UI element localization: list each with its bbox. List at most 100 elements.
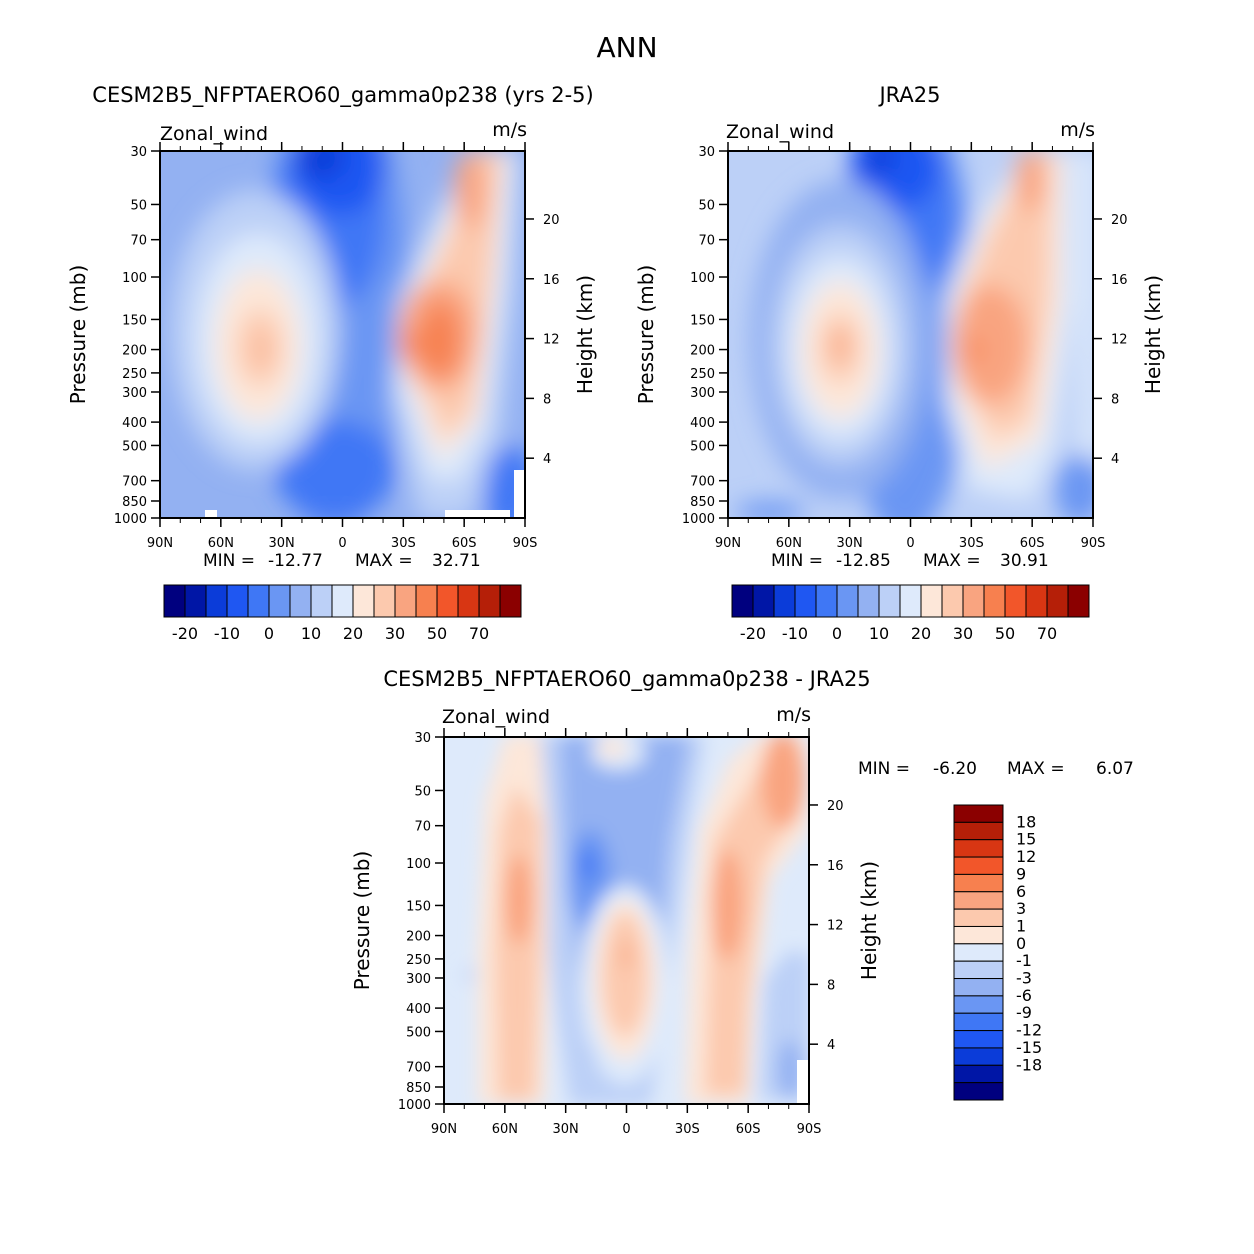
colorbar-label: 70: [1037, 624, 1057, 643]
y-tick-label: 150: [690, 313, 715, 328]
right-tick-label: 4: [543, 452, 551, 467]
y-tick-label: 200: [406, 930, 431, 945]
colorbar-box: [953, 1012, 1004, 1032]
colorbar-box: [953, 839, 1004, 858]
axes: 305070100150200250300400500700850100090N…: [66, 142, 597, 551]
colorbar-label: 70: [469, 624, 489, 643]
colorbar-box: [899, 584, 922, 618]
right-tick-label: 4: [827, 1038, 835, 1053]
y-tick-label: 500: [406, 1025, 431, 1040]
colorbar-label: 20: [343, 624, 363, 643]
polar-band: [1080, 151, 1093, 518]
equatorial-positive: [603, 913, 647, 1037]
colorbar-box: [731, 584, 754, 618]
colorbar-label: -6: [1016, 986, 1032, 1005]
right-axis-title: Height (km): [573, 275, 597, 394]
y-tick-label: 50: [698, 198, 715, 213]
panel-title: CESM2B5_NFPTAERO60_gamma0p238 - JRA25: [383, 667, 870, 692]
colorbar-label: -20: [172, 624, 198, 643]
colorbar-box: [857, 584, 880, 618]
y-tick-label: 850: [690, 495, 715, 510]
colorbar-box: [394, 584, 417, 618]
colorbar-box: [953, 1030, 1004, 1049]
y-axis-title: Pressure (mb): [634, 265, 658, 405]
colorbar-label: 10: [301, 624, 321, 643]
colorbar-label: 50: [427, 624, 447, 643]
x-tick-label: 90S: [1081, 536, 1106, 551]
contour-field: [160, 151, 525, 518]
colorbar-box: [878, 584, 901, 618]
max-label: MAX =: [1007, 759, 1065, 779]
min-label: MIN =: [203, 551, 255, 571]
x-tick-label: 30S: [959, 536, 984, 551]
sh-jet-max: [422, 302, 458, 378]
missing-data: [445, 510, 510, 518]
missing-data: [514, 470, 525, 518]
colorbar-box: [205, 584, 228, 618]
x-tick-label: 30N: [269, 536, 295, 551]
colorbar-box: [1004, 584, 1027, 618]
y-tick-label: 300: [690, 386, 715, 401]
right-tick-label: 16: [1111, 273, 1128, 288]
colorbar-box: [457, 584, 480, 618]
y-tick-label: 100: [122, 271, 147, 286]
colorbar-box: [815, 584, 838, 618]
sh-jet-upper: [454, 151, 486, 230]
min-value: -12.85: [836, 551, 891, 571]
tropical-negative-max: [295, 151, 345, 180]
x-tick-label: 60N: [776, 536, 802, 551]
y-axis-title: Pressure (mb): [66, 265, 90, 405]
colorbar: -20 -10 0 10 20 30 50 70: [163, 584, 522, 643]
right-tick-label: 8: [1111, 392, 1119, 407]
sh-jet-max: [967, 340, 983, 360]
x-tick-label: 0: [622, 1122, 630, 1137]
x-tick-label: 90S: [513, 536, 538, 551]
colorbar-box: [773, 584, 796, 618]
colorbar-box: [953, 804, 1004, 823]
colorbar-box: [836, 584, 859, 618]
colorbar-box: [184, 584, 207, 618]
colorbar-box: [962, 584, 985, 618]
antarctic-negative: [778, 1040, 802, 1100]
colorbar-box: [1046, 584, 1069, 618]
right-tick-label: 12: [827, 919, 844, 934]
y-tick-label: 250: [122, 367, 147, 382]
y-tick-label: 300: [406, 972, 431, 987]
y-tick-label: 400: [690, 416, 715, 431]
x-tick-label: 60N: [492, 1122, 518, 1137]
axes: 305070100150200250300400500700850100090N…: [634, 142, 1165, 551]
min-label: MIN =: [858, 759, 910, 779]
y-tick-label: 850: [406, 1081, 431, 1096]
nh-jet-max: [256, 341, 268, 357]
right-tick-label: 20: [1111, 213, 1128, 228]
right-tick-label: 12: [1111, 333, 1128, 348]
x-tick-label: 0: [906, 536, 914, 551]
colorbar-box: [499, 584, 522, 618]
y-tick-label: 700: [122, 475, 147, 490]
y-tick-label: 400: [122, 416, 147, 431]
x-tick-label: 90N: [147, 536, 173, 551]
right-tick-label: 12: [543, 333, 560, 348]
colorbar-label: -1: [1016, 951, 1032, 970]
sh-jet-core: [952, 285, 1028, 405]
x-tick-label: 90S: [797, 1122, 822, 1137]
right-axis-title: Height (km): [1141, 275, 1165, 394]
colorbar-box: [794, 584, 817, 618]
surface-negative: [735, 502, 805, 518]
y-tick-label: 150: [122, 313, 147, 328]
panel-model: CESM2B5_NFPTAERO60_gamma0p238 (yrs 2-5) …: [66, 83, 597, 643]
x-tick-label: 60S: [1020, 536, 1045, 551]
y-tick-label: 30: [130, 145, 147, 160]
colorbar-box: [953, 943, 1004, 962]
colorbar-box: [953, 1047, 1004, 1066]
x-tick-label: 60N: [208, 536, 234, 551]
variable-label: Zonal_wind: [160, 123, 268, 145]
colorbar-label: -3: [1016, 969, 1032, 988]
colorbar-label: 50: [995, 624, 1015, 643]
units-label: m/s: [492, 119, 527, 141]
x-tick-label: 60S: [736, 1122, 761, 1137]
y-axis-title: Pressure (mb): [350, 851, 374, 991]
upper-positive: [598, 738, 626, 758]
colorbar-label: -12: [1016, 1021, 1042, 1040]
